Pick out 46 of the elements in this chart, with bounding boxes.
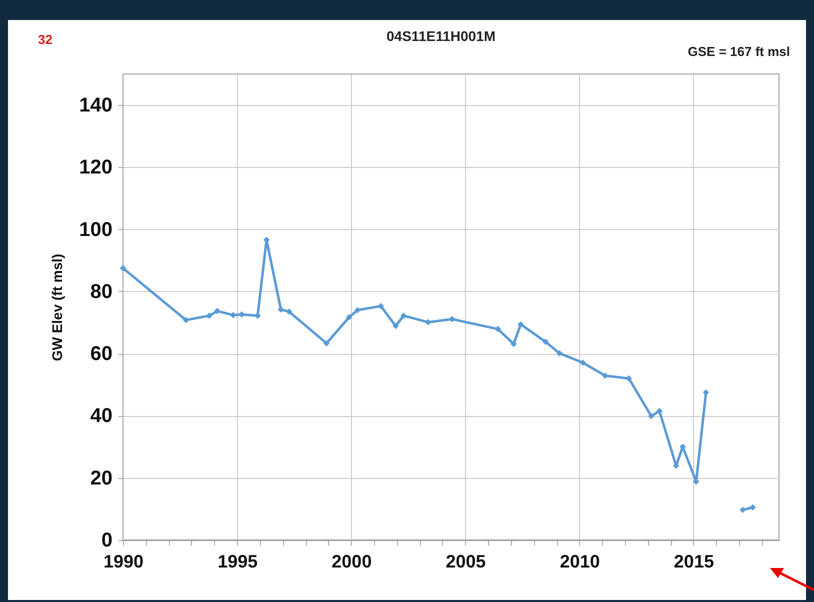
point	[542, 338, 549, 345]
point	[278, 306, 284, 313]
y-tick-label: 100	[79, 218, 112, 241]
point	[494, 326, 502, 332]
x-tick-label: 1990	[103, 552, 144, 572]
y-tick-label: 80	[90, 280, 112, 303]
x-tick-label: 2010	[560, 552, 600, 572]
chart-title: 04S11E11H001M	[386, 28, 496, 44]
y-tick-label: 40	[90, 405, 112, 428]
point	[424, 319, 432, 326]
point	[580, 359, 586, 366]
y-axis-title: GW Elev (ft msl)	[49, 254, 66, 362]
point	[254, 312, 261, 319]
point	[750, 504, 756, 511]
y-tick-label: 20	[90, 467, 112, 490]
point	[378, 302, 384, 310]
point	[286, 308, 292, 315]
x-tick-label: 2000	[332, 552, 372, 572]
point	[206, 312, 212, 319]
point	[400, 312, 407, 319]
point	[230, 312, 236, 318]
point	[602, 372, 608, 379]
point	[740, 506, 746, 514]
point	[354, 306, 361, 314]
point	[656, 408, 663, 414]
y-tick-label: 140	[79, 94, 112, 117]
point	[626, 375, 632, 382]
point	[448, 316, 456, 322]
y-tick-label: 120	[79, 156, 112, 179]
point	[346, 314, 352, 320]
x-tick-label: 1995	[218, 552, 258, 572]
x-tick-label: 2005	[446, 552, 486, 572]
x-tick-label: 2015	[674, 552, 714, 572]
point	[510, 340, 517, 348]
point	[392, 322, 399, 330]
point	[120, 265, 126, 272]
point	[182, 316, 190, 324]
point	[323, 340, 330, 347]
text: 32	[38, 32, 52, 47]
y-tick-label: 0	[101, 530, 112, 552]
point	[214, 308, 220, 314]
text: GSE = 167 ft msl	[688, 44, 790, 59]
y-tick-label: 60	[90, 343, 112, 366]
point	[556, 350, 563, 356]
point	[518, 321, 524, 328]
point	[648, 412, 654, 420]
